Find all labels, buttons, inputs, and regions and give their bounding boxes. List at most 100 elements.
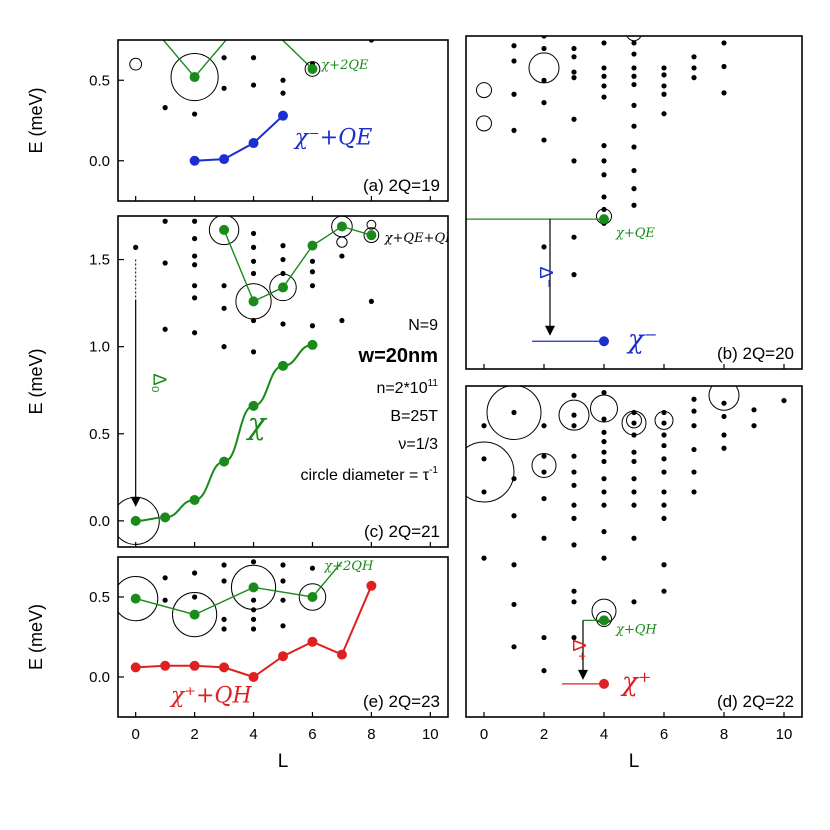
data-point [601,158,607,164]
data-point [571,588,577,594]
lifetime-circle [172,592,218,638]
panel-tag: (e) 2Q=23 [363,692,440,711]
panel-tag: (d) 2Q=22 [717,692,794,711]
data-point [221,616,227,623]
data-point [601,476,607,482]
data-point [162,105,168,111]
data-point [571,599,577,605]
data-point [601,429,607,435]
series-line [162,40,313,79]
data-point [721,400,727,406]
data-point [221,626,227,632]
series-line [135,343,313,522]
data-point [601,555,607,561]
series-label: χ⁺+QH [169,684,252,709]
arrow-head [130,496,141,507]
lifetime-circle [596,611,612,628]
x-tick-label: 0 [480,726,488,743]
series-point [278,110,288,121]
series-point [189,660,200,671]
x-axis-label: L [629,751,640,772]
data-point [571,234,577,240]
data-point [661,420,667,426]
data-point [192,594,198,600]
data-point [541,634,547,641]
data-point [250,626,257,632]
data-point [221,85,227,91]
data-point [631,144,637,150]
gap-label: Δ⁻ [536,267,556,289]
series-label: χ⁺ [620,668,651,698]
panel-a: χ+2QE χ⁻+QE 0.0 0.5 (a) 2Q=19 E (meV) [26,39,449,202]
info-line: B=25T [390,408,438,425]
data-point [631,40,637,46]
data-point [631,476,637,482]
gap-label: Δ₀ [150,373,170,393]
data-point [601,390,607,396]
series-point [248,138,259,149]
series-point [248,400,259,411]
data-point [309,269,316,275]
data-point [250,616,257,623]
data-point [631,202,637,208]
data-point [661,72,667,78]
info-line: circle diameter = τ-1 [301,465,439,484]
data-point [511,562,517,568]
data-point [601,502,607,508]
lifetime-circle [626,412,642,429]
y-tick-label: 0.0 [89,513,110,530]
data-point [571,469,577,475]
panel-c-plot: Δ₀ χ+QE+QH χ [118,216,448,545]
data-point [280,597,286,603]
data-point [601,458,607,465]
data-point [661,515,667,522]
panel-frame [465,385,803,718]
data-point [280,321,286,327]
data-point [250,270,257,277]
data-point [721,432,727,438]
series-point [130,593,141,604]
x-tick-label: 8 [367,726,375,743]
data-point [541,244,547,250]
data-point [250,82,257,88]
arrow-head [578,669,588,680]
data-point [481,555,487,561]
data-point [221,283,227,289]
lifetime-circle [531,452,557,478]
data-point [571,634,577,641]
series-label: χ+2QE [320,58,369,73]
data-point [571,502,577,508]
data-point [541,535,547,541]
info-line: n=2*1011 [376,378,438,397]
series-point [366,580,377,591]
data-point [481,423,487,429]
data-point [481,489,487,495]
y-tick-label: 0.0 [89,669,110,686]
data-point [601,143,607,149]
panel-frame [117,215,449,548]
data-point [631,502,637,508]
data-point [781,397,787,404]
data-point [250,230,257,237]
x-tick-label: 6 [308,726,316,743]
data-point [661,91,667,97]
data-point [691,408,697,414]
data-point [631,599,637,605]
data-point [221,305,227,311]
data-point [511,513,517,519]
lifetime-circle [466,441,515,503]
series-point [189,72,200,83]
series-point [307,240,318,251]
data-point [751,29,756,34]
lifetime-circle [304,61,321,77]
data-point [631,535,637,541]
data-point [661,83,667,89]
y-tick-label: 1.5 [89,252,110,269]
series-point [219,662,230,673]
lifetime-circle [208,216,240,246]
series-label: χ+QH [615,623,657,638]
series-line [194,114,284,162]
data-point [541,423,547,429]
series-point [130,515,141,526]
